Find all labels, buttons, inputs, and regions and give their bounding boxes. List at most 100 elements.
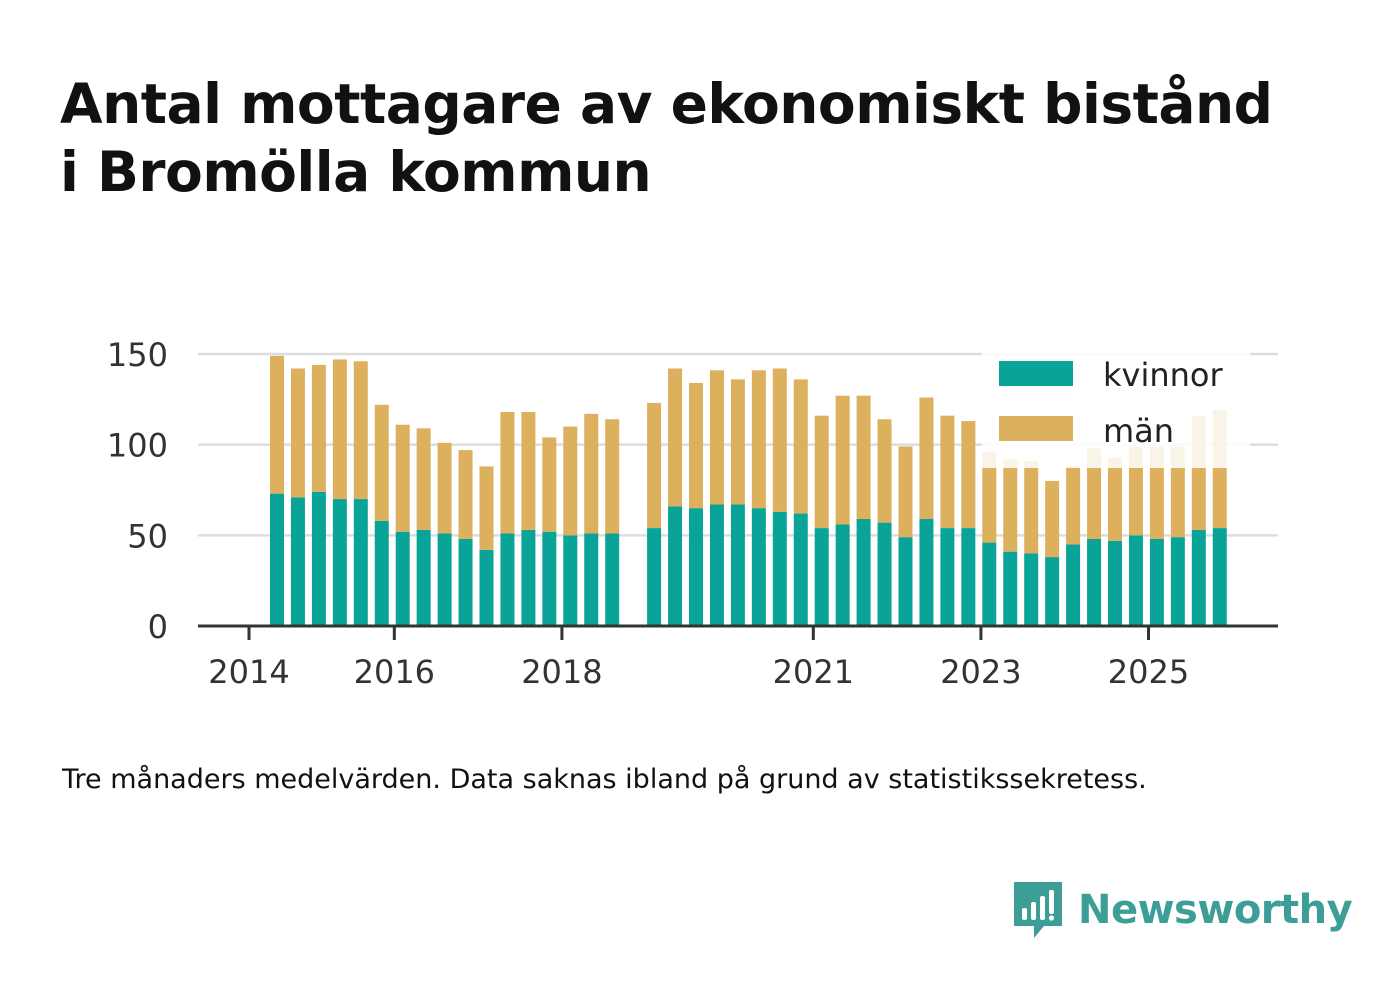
bar-man	[689, 383, 703, 509]
bar-man	[835, 395, 850, 525]
bar-man	[1149, 446, 1164, 539]
bar-kvinnor	[1149, 538, 1164, 626]
bar-kvinnor	[458, 538, 473, 626]
bar-kvinnor	[605, 533, 620, 626]
bar-man	[311, 364, 326, 492]
footnote: Tre månaders medelvärden. Data saknas ib…	[62, 764, 1147, 795]
bar-man	[563, 426, 578, 536]
bar-kvinnor	[270, 493, 284, 626]
bar-kvinnor	[353, 499, 368, 626]
bar-kvinnor	[584, 533, 599, 626]
x-tick-label: 2014	[208, 653, 289, 691]
bar-man	[374, 404, 389, 521]
bar-kvinnor	[1045, 557, 1060, 626]
bar-kvinnor	[751, 508, 766, 626]
bar-man	[290, 368, 305, 498]
bar-man	[772, 368, 787, 512]
legend-swatch-man	[999, 416, 1073, 441]
bar-man	[919, 397, 934, 520]
bar-man	[1024, 460, 1039, 554]
bar-kvinnor	[395, 531, 410, 626]
bar-kvinnor	[668, 506, 683, 626]
bar-kvinnor	[479, 549, 494, 626]
bar-kvinnor	[437, 533, 452, 626]
bar-man	[500, 412, 515, 534]
y-tick-label: 100	[107, 427, 168, 465]
bar-kvinnor	[1191, 529, 1206, 626]
y-tick-label: 0	[148, 608, 168, 646]
bar-kvinnor	[1108, 540, 1122, 626]
bar-man	[814, 415, 829, 529]
bar-kvinnor	[709, 504, 724, 626]
bar-kvinnor	[793, 513, 808, 626]
bar-man	[898, 446, 913, 538]
bar-kvinnor	[772, 511, 787, 626]
bar-man	[730, 379, 745, 505]
bar-kvinnor	[1087, 538, 1102, 626]
bar-kvinnor	[1170, 537, 1185, 626]
bar-man	[479, 466, 494, 550]
bar-kvinnor	[521, 529, 536, 626]
bar-kvinnor	[835, 524, 850, 626]
legend-label-man: män	[1103, 412, 1174, 450]
chart-title-line-1: Antal mottagare av ekonomiskt bistånd	[60, 72, 1273, 136]
bar-man	[709, 370, 724, 505]
bar-kvinnor	[290, 497, 305, 626]
bar-man	[793, 379, 808, 514]
bar-man	[416, 428, 431, 530]
bar-kvinnor	[563, 535, 578, 626]
bar-man	[1108, 457, 1122, 541]
legend-label-kvinnor: kvinnor	[1103, 356, 1224, 394]
bar-kvinnor	[689, 508, 703, 626]
y-tick-label: 150	[107, 336, 168, 374]
bar-man	[877, 419, 892, 523]
chart-title-line-2: i Bromölla kommun	[60, 140, 652, 204]
x-tick-label: 2021	[773, 653, 854, 691]
bar-man	[940, 415, 955, 529]
bar-kvinnor	[856, 519, 871, 626]
bar-man	[1066, 466, 1081, 545]
bar-man	[982, 451, 997, 543]
bar-man	[605, 419, 620, 534]
bar-kvinnor	[1212, 528, 1227, 626]
bar-man	[332, 359, 347, 500]
bar-man	[1087, 448, 1102, 539]
brand-name: Newsworthy	[1078, 887, 1353, 933]
bar-man	[270, 355, 284, 494]
bar-man	[961, 421, 976, 529]
bar-kvinnor	[332, 499, 347, 626]
bar-kvinnor	[877, 522, 892, 626]
bar-man	[1045, 480, 1060, 558]
bar-kvinnor	[730, 504, 745, 626]
bar-man	[458, 450, 473, 539]
bar-man	[1003, 459, 1018, 552]
bar-kvinnor	[542, 531, 557, 626]
bar-kvinnor	[374, 520, 389, 626]
x-tick-label: 2023	[940, 653, 1021, 691]
x-tick-label: 2016	[354, 653, 435, 691]
x-tick-label: 2025	[1108, 653, 1189, 691]
bar-man	[647, 402, 662, 529]
x-tick-label: 2018	[521, 653, 602, 691]
bar-kvinnor	[311, 491, 326, 626]
bar-man	[353, 361, 368, 500]
bar-kvinnor	[1066, 544, 1081, 626]
brand-logo: Newsworthy	[1010, 878, 1353, 942]
bar-man	[395, 424, 410, 532]
bar-man	[584, 413, 599, 534]
chart-title: Antal mottagare av ekonomiskt bistånd i …	[60, 70, 1340, 206]
bar-kvinnor	[961, 528, 976, 626]
bar-man	[542, 437, 557, 532]
newsworthy-logo-icon	[1014, 882, 1062, 938]
bar-man	[1128, 446, 1143, 536]
bar-man	[668, 368, 683, 507]
bar-man	[856, 395, 871, 520]
bar-kvinnor	[1003, 551, 1018, 626]
bar-kvinnor	[1128, 535, 1143, 626]
bar-kvinnor	[1024, 553, 1039, 626]
y-tick-label: 50	[127, 517, 168, 555]
bar-kvinnor	[500, 533, 515, 626]
bar-man	[1170, 446, 1185, 538]
bar-kvinnor	[814, 528, 829, 626]
